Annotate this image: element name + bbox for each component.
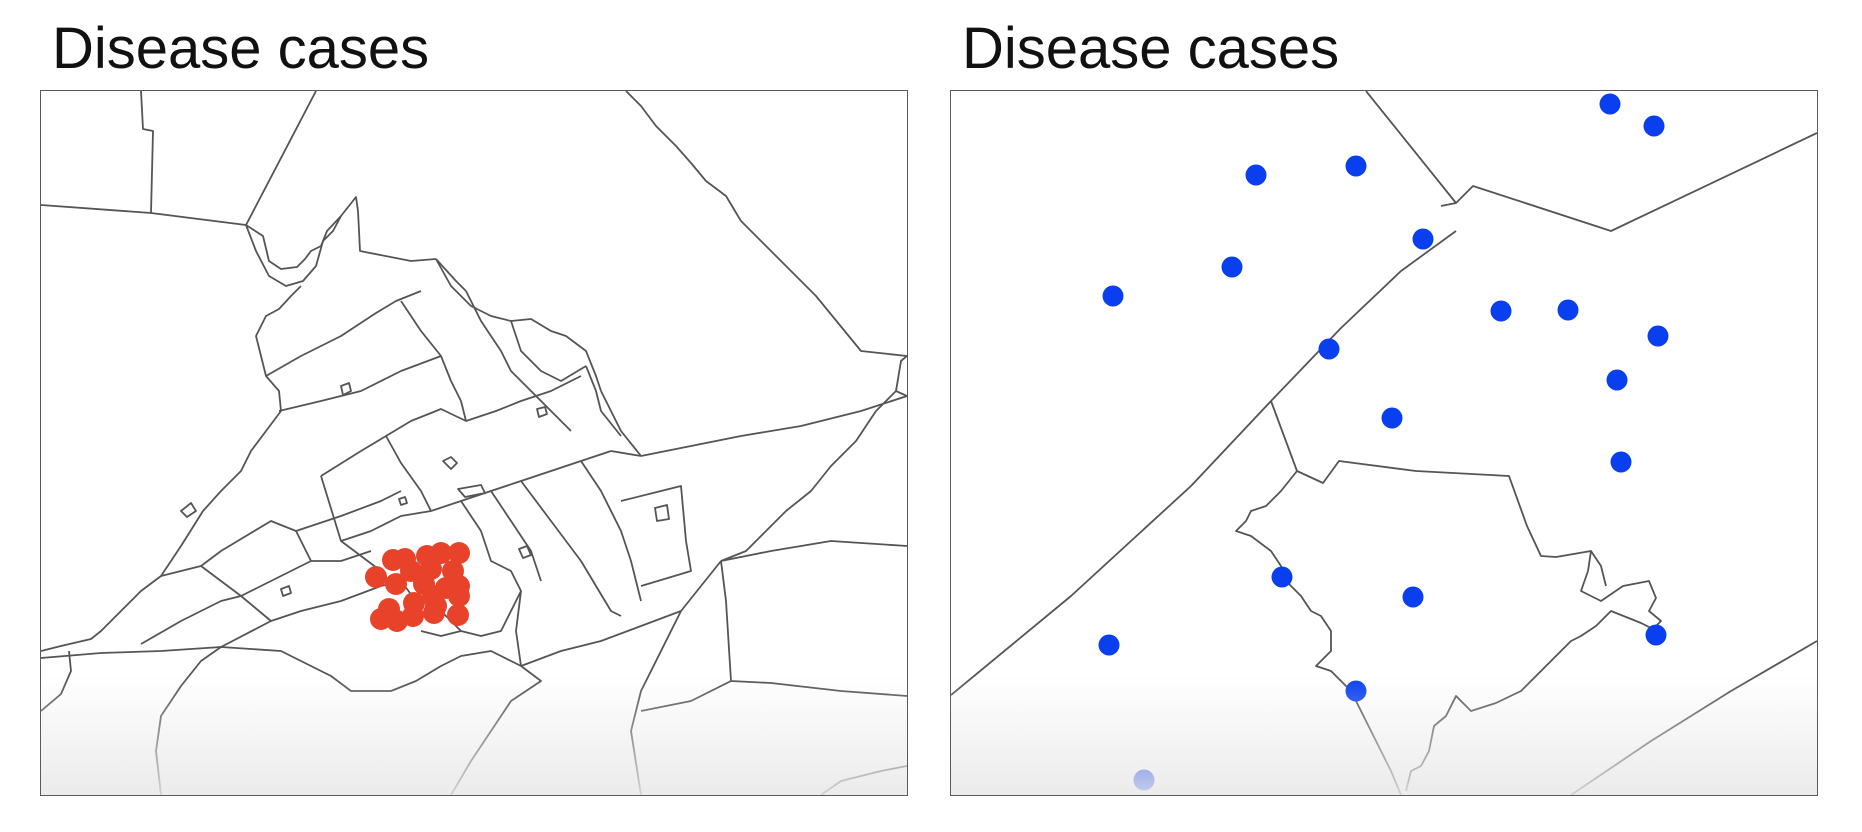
case-marker-right-1	[1600, 94, 1621, 115]
case-marker-right-15	[1272, 567, 1293, 588]
case-marker-right-18	[1346, 681, 1367, 702]
map-canvas-right[interactable]	[951, 91, 1817, 795]
case-marker-right-5	[1413, 229, 1434, 250]
case-marker-layer-right	[1099, 94, 1669, 791]
case-marker-right-10	[1648, 326, 1669, 347]
case-marker-right-17	[1099, 635, 1120, 656]
case-marker-right-4	[1346, 156, 1367, 177]
case-marker-right-8	[1491, 301, 1512, 322]
panel-title-left: Disease cases	[52, 20, 429, 78]
case-marker-right-7	[1103, 286, 1124, 307]
map-canvas-left[interactable]	[41, 91, 907, 795]
case-marker-left-9	[365, 566, 387, 588]
case-marker-right-19	[1646, 625, 1667, 646]
boundary-layer-right	[951, 91, 1817, 795]
boundary-layer-left	[41, 91, 907, 795]
panel-title-right: Disease cases	[962, 20, 1339, 78]
case-marker-right-2	[1644, 116, 1665, 137]
case-marker-left-10	[385, 573, 407, 595]
case-marker-right-9	[1558, 300, 1579, 321]
case-marker-right-13	[1382, 408, 1403, 429]
case-marker-right-3	[1246, 165, 1267, 186]
case-marker-right-12	[1607, 370, 1628, 391]
map-frame-left[interactable]	[40, 90, 908, 796]
case-marker-left-21	[447, 604, 469, 626]
case-marker-right-11	[1319, 339, 1340, 360]
case-marker-right-16	[1403, 587, 1424, 608]
map-frame-right[interactable]	[950, 90, 1818, 796]
case-marker-left-20	[423, 602, 445, 624]
case-marker-right-20	[1134, 770, 1155, 791]
case-marker-right-6	[1222, 257, 1243, 278]
case-marker-right-14	[1611, 452, 1632, 473]
case-marker-left-15	[448, 585, 470, 607]
case-marker-left-23	[386, 610, 408, 632]
